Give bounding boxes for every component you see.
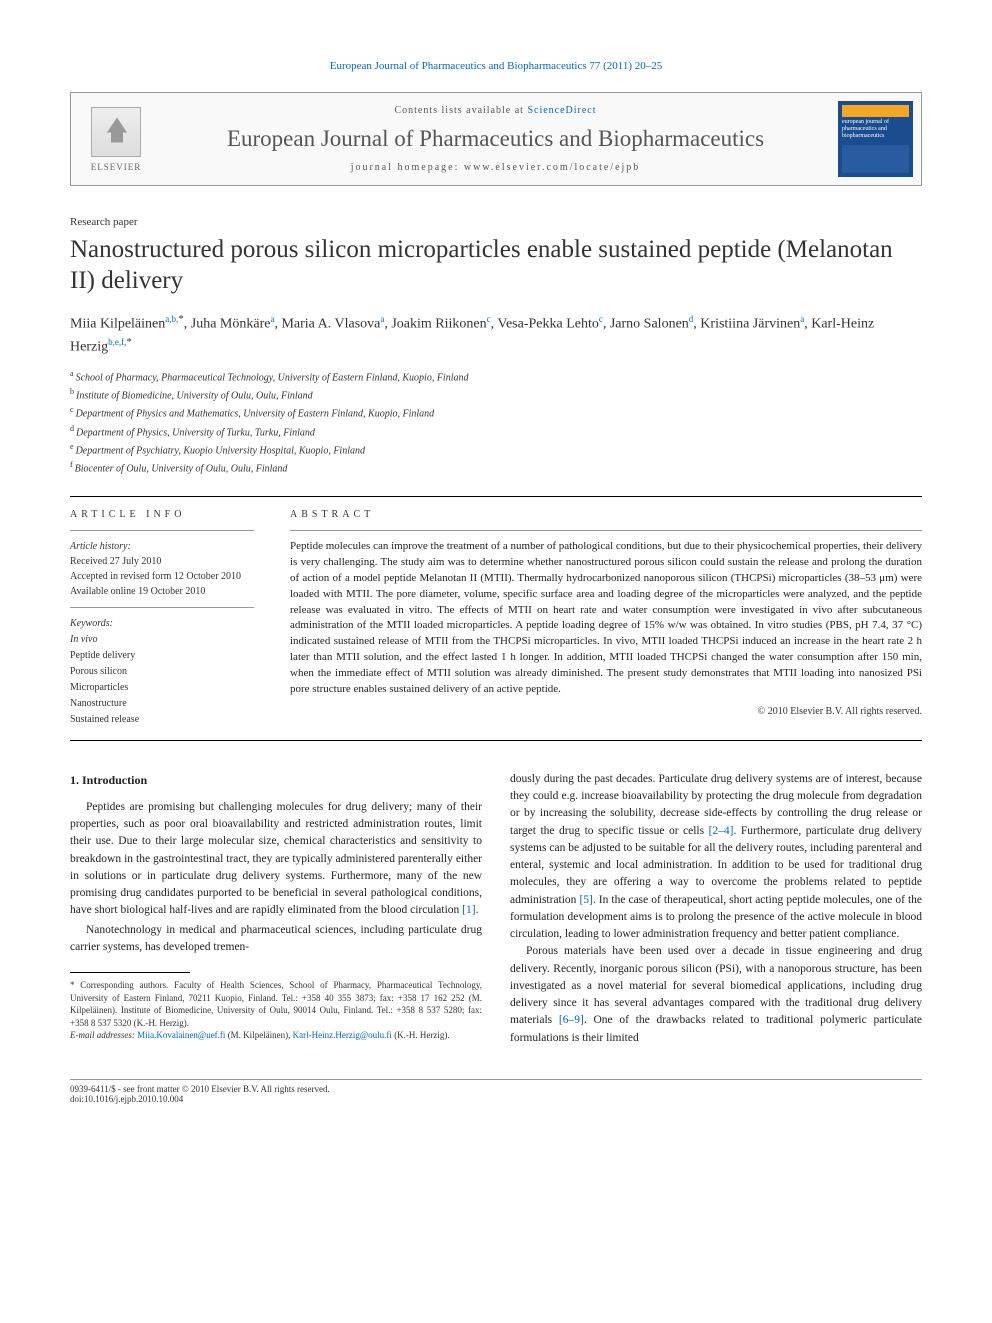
affiliation-list: a School of Pharmacy, Pharmaceutical Tec…: [70, 368, 922, 478]
email-footnote: E-mail addresses: Miia.Kovalainen@uef.fi…: [70, 1029, 482, 1042]
keywords-label: Keywords:: [70, 616, 254, 632]
author: Jarno Salonen: [610, 316, 689, 331]
abstract-copyright: © 2010 Elsevier B.V. All rights reserved…: [290, 706, 922, 717]
body-column-right: dously during the past decades. Particul…: [510, 771, 922, 1049]
footnote-separator: [70, 972, 190, 973]
homepage-label: journal homepage:: [351, 162, 460, 173]
section-1-title: 1. Introduction: [70, 771, 482, 789]
received-date: Received 27 July 2010: [70, 554, 254, 569]
author: Miia Kilpeläinen: [70, 316, 165, 331]
paper-type: Research paper: [70, 216, 922, 228]
author: Kristiina Järvinen: [700, 316, 800, 331]
author-affiliation-marker: a,b,: [165, 314, 178, 324]
email-link[interactable]: Karl-Heinz.Herzig@oulu.fi: [293, 1030, 392, 1040]
contents-label: Contents lists available at: [394, 105, 523, 116]
elsevier-tree-icon: [91, 107, 141, 157]
email-link[interactable]: Miia.Kovalainen@uef.fi: [137, 1030, 225, 1040]
paragraph: dously during the past decades. Particul…: [510, 771, 922, 944]
author-affiliation-marker: a: [380, 314, 384, 324]
keyword: Microparticles: [70, 680, 254, 696]
history-label: Article history:: [70, 539, 254, 554]
author-affiliation-marker: c: [599, 314, 603, 324]
online-date: Available online 19 October 2010: [70, 584, 254, 599]
author: Vesa-Pekka Lehto: [497, 316, 598, 331]
keyword: Porous silicon: [70, 664, 254, 680]
contents-available-line: Contents lists available at ScienceDirec…: [173, 105, 818, 116]
abstract-heading: ABSTRACT: [290, 509, 922, 520]
paragraph: Porous materials have been used over a d…: [510, 943, 922, 1047]
author-affiliation-marker: c: [487, 314, 491, 324]
paragraph: Nanotechnology in medical and pharmaceut…: [70, 922, 482, 957]
email-name: (M. Kilpeläinen),: [225, 1030, 292, 1040]
homepage-line: journal homepage: www.elsevier.com/locat…: [173, 162, 818, 173]
author-affiliation-marker: d: [689, 314, 694, 324]
cover-title: european journal of pharmaceutics and bi…: [842, 119, 909, 141]
article-info-column: ARTICLE INFO Article history: Received 2…: [70, 497, 270, 740]
citation-link[interactable]: [6–9]: [559, 1014, 584, 1026]
affiliation: c Department of Physics and Mathematics,…: [70, 404, 922, 422]
affiliation: a School of Pharmacy, Pharmaceutical Tec…: [70, 368, 922, 386]
sciencedirect-link[interactable]: ScienceDirect: [527, 105, 596, 116]
elsevier-logo-text: ELSEVIER: [91, 162, 142, 172]
abstract-column: ABSTRACT Peptide molecules can improve t…: [270, 497, 922, 740]
citation-link[interactable]: [1]: [462, 904, 475, 916]
header-citation: European Journal of Pharmaceutics and Bi…: [70, 60, 922, 72]
body-column-left: 1. Introduction Peptides are promising b…: [70, 771, 482, 1049]
article-title: Nanostructured porous silicon microparti…: [70, 234, 922, 297]
journal-masthead: ELSEVIER Contents lists available at Sci…: [70, 92, 922, 186]
elsevier-logo: ELSEVIER: [71, 93, 161, 185]
author: Maria A. Vlasova: [281, 316, 380, 331]
affiliation: b Institute of Biomedicine, University o…: [70, 386, 922, 404]
corresponding-star-icon: *: [126, 336, 132, 348]
affiliation: e Department of Psychiatry, Kuopio Unive…: [70, 441, 922, 459]
author: Joakim Riikonen: [391, 316, 486, 331]
doi-line: doi:10.1016/j.ejpb.2010.10.004: [70, 1094, 922, 1104]
keyword: Sustained release: [70, 712, 254, 728]
journal-cover-thumbnail: european journal of pharmaceutics and bi…: [838, 101, 913, 177]
email-label: E-mail addresses:: [70, 1030, 135, 1040]
article-info-heading: ARTICLE INFO: [70, 509, 254, 520]
homepage-url[interactable]: www.elsevier.com/locate/ejpb: [464, 162, 640, 173]
body-text: Peptides are promising but challenging m…: [70, 801, 482, 917]
affiliation: f Biocenter of Oulu, University of Oulu,…: [70, 459, 922, 477]
author-affiliation-marker: b,e,f,: [108, 337, 126, 347]
author: Juha Mönkäre: [191, 316, 271, 331]
author-list: Miia Kilpeläinena,b,*, Juha Mönkärea, Ma…: [70, 311, 922, 358]
issn-line: 0939-6411/$ - see front matter © 2010 El…: [70, 1084, 922, 1094]
keyword: In vivo: [70, 632, 254, 648]
corresponding-author-footnote: * Corresponding authors. Faculty of Heal…: [70, 979, 482, 1029]
citation-link[interactable]: [2–4]: [709, 825, 734, 837]
keyword-list: In vivoPeptide deliveryPorous siliconMic…: [70, 632, 254, 728]
citation-link[interactable]: [5]: [579, 894, 592, 906]
email-name: (K.-H. Herzig).: [392, 1030, 450, 1040]
abstract-text: Peptide molecules can improve the treatm…: [290, 539, 922, 698]
body-text: .: [476, 904, 479, 916]
keyword: Peptide delivery: [70, 648, 254, 664]
paragraph: Peptides are promising but challenging m…: [70, 799, 482, 920]
accepted-date: Accepted in revised form 12 October 2010: [70, 569, 254, 584]
author-affiliation-marker: a: [800, 314, 804, 324]
author-affiliation-marker: a: [270, 314, 274, 324]
page-footer: 0939-6411/$ - see front matter © 2010 El…: [70, 1079, 922, 1104]
keyword: Nanostructure: [70, 696, 254, 712]
corresponding-star-icon: *: [178, 313, 184, 325]
affiliation: d Department of Physics, University of T…: [70, 423, 922, 441]
journal-name: European Journal of Pharmaceutics and Bi…: [173, 126, 818, 152]
